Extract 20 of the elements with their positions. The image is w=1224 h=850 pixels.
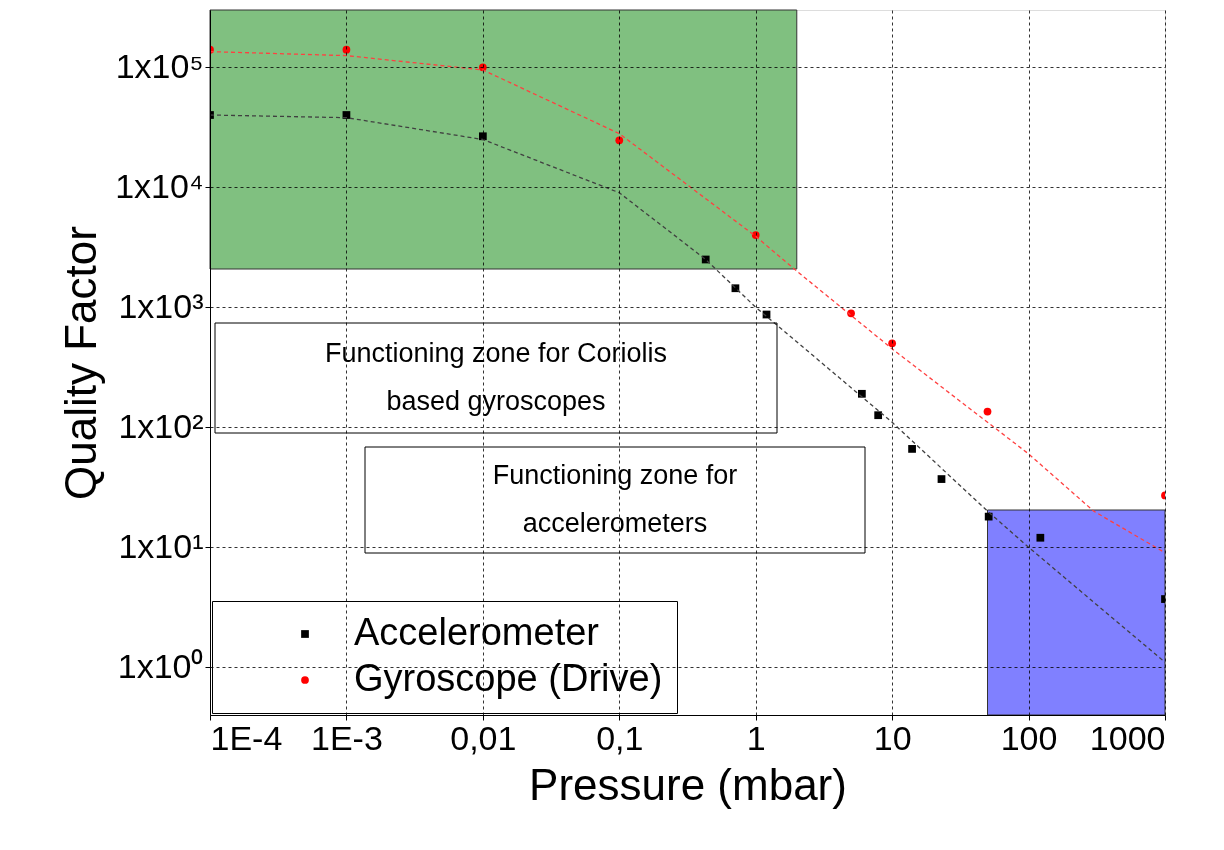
y-tick-label: 1x10²: [118, 406, 204, 445]
y-tick-label: 1x10⁴: [115, 166, 204, 205]
y-tick-label: 1x10⁰: [117, 646, 204, 685]
x-tick-label: 0,1: [596, 718, 644, 757]
x-tick-label: 10: [873, 718, 912, 757]
x-tick-label: 1E-4: [210, 718, 283, 757]
y-tick-label: 1x10³: [118, 286, 204, 325]
y-axis-title: Quality Factor: [56, 226, 106, 500]
x-tick-label: 100: [1000, 718, 1058, 757]
annotation: Functioning zone for Coriolis based gyroscopes: [324, 338, 668, 416]
x-tick-label: 1: [746, 718, 766, 757]
y-tick-label: 1x10¹: [118, 526, 204, 565]
x-tick-label: 1000: [1089, 718, 1166, 757]
y-tick-label: 1x10⁵: [115, 46, 204, 85]
x-tick-label: 1E-3: [311, 718, 383, 757]
annotation: Functioning zone for accelerometers: [492, 460, 738, 538]
legend-label: Gyroscope (Drive): [354, 657, 663, 699]
x-tick-label: 0,01: [450, 718, 517, 757]
x-axis-title: Pressure (mbar): [529, 759, 847, 809]
legend-label: Accelerometer: [354, 611, 600, 653]
